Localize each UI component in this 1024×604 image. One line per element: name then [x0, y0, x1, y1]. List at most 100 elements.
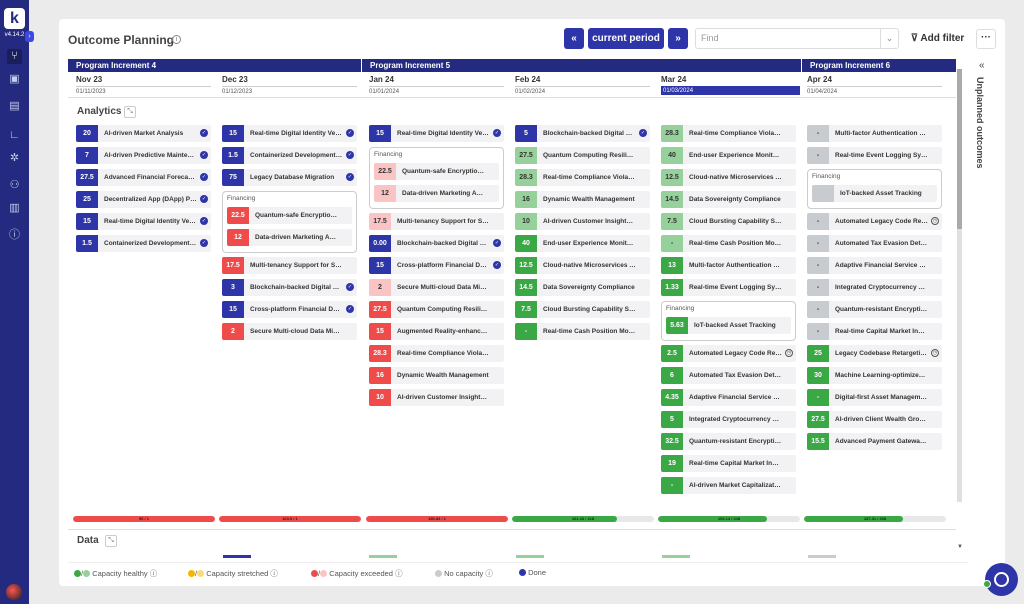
outcome-card[interactable]: 5 Integrated Cryptocurrency Wallet: [661, 411, 796, 428]
month-name: Nov 23: [76, 75, 103, 84]
outcome-card[interactable]: 15 Augmented Reality-enhanced Retail: [369, 323, 504, 340]
previous-period-button[interactable]: «: [564, 28, 584, 49]
outcome-card[interactable]: 7.5 Cloud Bursting Capability Setup: [515, 301, 650, 318]
outcome-card[interactable]: 12 Data-driven Marketing Automation: [374, 185, 499, 202]
outcome-card[interactable]: 17.5 Multi-tenancy Support for SaaS: [369, 213, 504, 230]
outcome-card[interactable]: 6 Automated Tax Evasion Detection: [661, 367, 796, 384]
outcome-card[interactable]: 7 AI-driven Predictive Maintenance ✓: [76, 147, 211, 164]
next-period-button[interactable]: »: [668, 28, 688, 49]
outcome-card[interactable]: 13 Multi-factor Authentication Rollout: [661, 257, 796, 274]
outcome-card[interactable]: 32.5 Quantum-resistant Encryption Algorit…: [661, 433, 796, 450]
collapse-icon[interactable]: ⤡: [124, 106, 136, 118]
more-options-button[interactable]: ···: [976, 29, 996, 49]
outcome-card[interactable]: 15 Real-time Digital Identity Verificatio…: [76, 213, 211, 230]
outcome-card[interactable]: 12.5 Cloud-native Microservices Architect…: [515, 257, 650, 274]
outcome-card[interactable]: -Quantum-resistant Encryption Algorithms: [807, 301, 942, 318]
section-title-analytics: Analytics: [77, 106, 122, 117]
outcome-card[interactable]: 12 Data-driven Marketing Automation: [227, 229, 352, 246]
expand-panel-icon[interactable]: «: [979, 60, 985, 71]
outcome-card[interactable]: 30 Machine Learning-optimized Portfolio: [807, 367, 942, 384]
card-peek: [808, 555, 836, 558]
outcome-card[interactable]: 28.3 Real-time Compliance Violations: [369, 345, 504, 362]
outcome-card[interactable]: 1.5 Containerized Development Environment…: [76, 235, 211, 252]
outcome-card[interactable]: 28.3 Real-time Compliance Violations: [515, 169, 650, 186]
current-period-button[interactable]: current period: [588, 28, 664, 49]
outcome-card[interactable]: -AI-driven Market Capitalization Analysi…: [661, 477, 796, 494]
app-logo[interactable]: k: [4, 8, 25, 29]
outcome-card[interactable]: IoT-backed Asset Tracking: [812, 185, 937, 202]
info-icon[interactable]: i: [172, 35, 181, 44]
outcome-card[interactable]: 12.5 Cloud-native Microservices Architect…: [661, 169, 796, 186]
outcome-card[interactable]: 25 Legacy Codebase Retargeting ◷: [807, 345, 942, 362]
outcome-card[interactable]: 3 Blockchain-backed Digital Ledger✓: [222, 279, 357, 296]
find-input[interactable]: Find ⌄: [695, 28, 899, 49]
outcome-card[interactable]: 4.35 Adaptive Financial Service Offerings: [661, 389, 796, 406]
info-icon[interactable]: ⓘ: [9, 229, 20, 241]
outcome-card[interactable]: 27.5 Advanced Financial Forecasting ✓: [76, 169, 211, 186]
chevron-down-icon[interactable]: ⌄: [880, 29, 898, 48]
outcome-card[interactable]: 2 Secure Multi-cloud Data Migration: [222, 323, 357, 340]
scrollbar-thumb[interactable]: [957, 69, 962, 229]
outcome-card[interactable]: 40 End-user Experience Monitoring: [661, 147, 796, 164]
scroll-down-icon[interactable]: ▼: [957, 544, 963, 550]
outcome-card[interactable]: 5.63 IoT-backed Asset Tracking: [666, 317, 791, 334]
outcome-card[interactable]: -Real-time Cash Position Monitoring: [515, 323, 650, 340]
scrollbar[interactable]: [957, 69, 962, 502]
outcome-card[interactable]: 16 Dynamic Wealth Management: [369, 367, 504, 384]
briefcase-icon[interactable]: ▣: [9, 73, 20, 85]
outcome-card[interactable]: 16 Dynamic Wealth Management: [515, 191, 650, 208]
calendar-icon[interactable]: ▤: [9, 100, 20, 112]
outcome-card[interactable]: 14.5 Data Sovereignty Compliance: [661, 191, 796, 208]
outcome-card[interactable]: 15 Cross-platform Financial Dashboard✓: [222, 301, 357, 318]
outcome-card[interactable]: 27.5 Quantum Computing Resilience: [369, 301, 504, 318]
chart-icon[interactable]: ∟: [9, 129, 20, 141]
outcome-card[interactable]: - Digital-first Asset Management: [807, 389, 942, 406]
unplanned-outcomes-panel[interactable]: « Unplanned outcomes: [971, 55, 1001, 555]
outcome-card[interactable]: 40 End-user Experience Monitoring: [515, 235, 650, 252]
outcome-card[interactable]: 20 AI-driven Market Analysis ✓: [76, 125, 211, 142]
outcome-card[interactable]: - Real-time Event Logging System: [807, 147, 942, 164]
outcome-card[interactable]: 27.5 AI-driven Client Wealth Growth: [807, 411, 942, 428]
outcome-card[interactable]: 14.5 Data Sovereignty Compliance: [515, 279, 650, 296]
outcome-card[interactable]: 25 Decentralized App (DApp) Platform✓: [76, 191, 211, 208]
effort-badge: 7: [76, 147, 98, 164]
outcome-card[interactable]: 28.3 Real-time Compliance Violations: [661, 125, 796, 142]
outcome-card[interactable]: 15 Real-time Digital Identity Verificatio…: [369, 125, 504, 142]
outcome-card[interactable]: 22.5 Quantum-safe Encryption Protocols: [227, 207, 352, 224]
chat-help-button[interactable]: [983, 563, 1018, 596]
outcome-card[interactable]: 10 AI-driven Customer Insights Engine: [369, 389, 504, 406]
card-peek: [516, 555, 544, 558]
outcome-card[interactable]: 22.5 Quantum-safe Encryption Protocols: [374, 163, 499, 180]
outcome-card[interactable]: - Integrated Cryptocurrency Wallet: [807, 279, 942, 296]
building-icon[interactable]: ▥: [9, 202, 20, 214]
collapse-icon[interactable]: ⤡: [105, 535, 117, 547]
outcome-card[interactable]: 7.5 Cloud Bursting Capability Setup: [661, 213, 796, 230]
outcome-card[interactable]: -Automated Legacy Code Refactoring◷: [807, 213, 942, 230]
outcome-card[interactable]: -Multi-factor Authentication Rollout: [807, 125, 942, 142]
outcome-card[interactable]: 5 Blockchain-backed Digital Ledger✓: [515, 125, 650, 142]
sidebar-expand-icon[interactable]: ›: [25, 31, 34, 42]
outcome-card[interactable]: 75 Legacy Database Migration ✓: [222, 169, 357, 186]
outcome-card[interactable]: 15 Cross-platform Financial Dashboard✓: [369, 257, 504, 274]
people-icon[interactable]: ⚇: [9, 179, 20, 191]
outcome-card[interactable]: 10 AI-driven Customer Insights Engine: [515, 213, 650, 230]
outcome-card[interactable]: - Real-time Capital Market Insights: [807, 323, 942, 340]
outcome-card[interactable]: 17.5 Multi-tenancy Support for SaaS: [222, 257, 357, 274]
outcome-title: Multi-factor Authentication Rollout: [689, 262, 782, 269]
outcome-card[interactable]: 0.00 Blockchain-backed Digital Ledger✓: [369, 235, 504, 252]
outcome-card[interactable]: 1.5 Containerized Development Environment…: [222, 147, 357, 164]
puzzle-icon[interactable]: ✲: [9, 152, 20, 164]
outcome-card[interactable]: 27.5 Quantum Computing Resilience: [515, 147, 650, 164]
outcome-card[interactable]: 15.5 Advanced Payment Gateway Security: [807, 433, 942, 450]
add-filter-button[interactable]: ⊽ Add filter: [905, 28, 970, 49]
outcome-card[interactable]: 1.33 Real-time Event Logging System: [661, 279, 796, 296]
outcome-card[interactable]: 2.5 Automated Legacy Code Refactoring◷: [661, 345, 796, 362]
outcome-card[interactable]: -Adaptive Financial Service Offerings: [807, 257, 942, 274]
outcome-card[interactable]: 2 Secure Multi-cloud Data Migration: [369, 279, 504, 296]
user-avatar[interactable]: [6, 584, 22, 600]
outcome-card[interactable]: 19 Real-time Capital Market Insights: [661, 455, 796, 472]
outcome-card[interactable]: -Automated Tax Evasion Detection: [807, 235, 942, 252]
hierarchy-icon[interactable]: ⑂: [7, 49, 22, 64]
outcome-card[interactable]: -Real-time Cash Position Monitoring: [661, 235, 796, 252]
outcome-card[interactable]: 15 Real-time Digital Identity Verificatio…: [222, 125, 357, 142]
